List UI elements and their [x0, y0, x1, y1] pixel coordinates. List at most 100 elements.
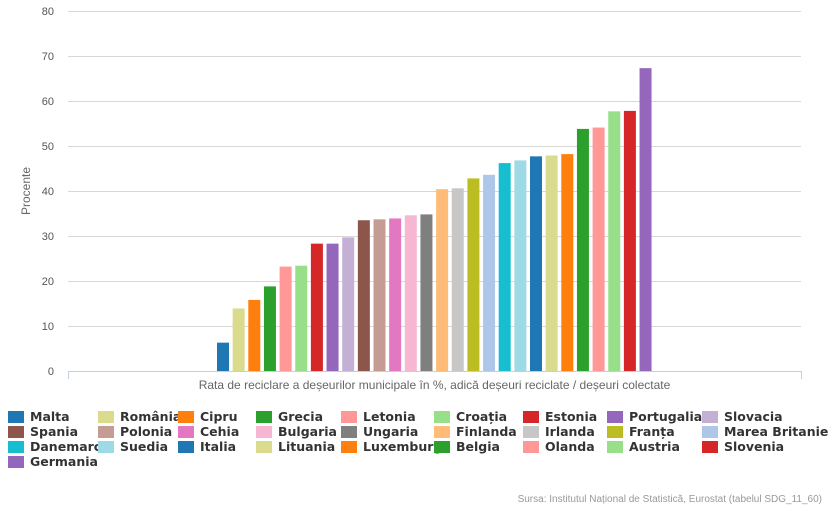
- bar-luxemburg[interactable]: [561, 154, 574, 371]
- legend-item-danemarca[interactable]: Danemarca: [8, 439, 110, 454]
- bar-slovacia[interactable]: [342, 237, 355, 371]
- legend-item-cehia[interactable]: Cehia: [178, 424, 256, 439]
- legend-item-polonia[interactable]: Polonia: [98, 424, 178, 439]
- legend-label: Lituania: [278, 439, 336, 454]
- legend-swatch: [607, 440, 623, 453]
- legend-label: Malta: [30, 409, 70, 424]
- legend-swatch: [341, 410, 357, 423]
- chart-area: 0 10 20 30 40 50 60 70 80 Procente Rata de recic…: [19, 6, 802, 392]
- legend-swatch: [523, 410, 539, 423]
- bar-românia[interactable]: [232, 308, 245, 371]
- bar-belgia[interactable]: [576, 128, 589, 371]
- legend-swatch: [178, 425, 194, 438]
- legend-item-finlanda[interactable]: Finlanda: [434, 424, 523, 439]
- legend-label: Grecia: [278, 409, 324, 424]
- legend-item-malta[interactable]: Malta: [8, 409, 98, 424]
- legend: Malta România Cipru Grecia Letonia Croația Est…: [8, 409, 828, 469]
- legend-swatch: [256, 440, 272, 453]
- legend-item-slovenia[interactable]: Slovenia: [702, 439, 792, 454]
- legend-label: Marea Britanie: [724, 424, 829, 439]
- legend-item-suedia[interactable]: Suedia: [98, 439, 178, 454]
- bar-marea-britanie[interactable]: [483, 174, 496, 371]
- legend-swatch: [702, 440, 718, 453]
- legend-item-estonia[interactable]: Estonia: [523, 409, 607, 424]
- legend-label: Finlanda: [456, 424, 517, 439]
- legend-swatch: [341, 440, 357, 453]
- legend-item-croația[interactable]: Croația: [434, 409, 523, 424]
- legend-item-franța[interactable]: Franța: [607, 424, 702, 439]
- legend-label: Cehia: [200, 424, 240, 439]
- bars: [217, 68, 652, 372]
- legend-swatch: [434, 410, 450, 423]
- bar-lituania[interactable]: [545, 155, 558, 371]
- bar-portugalia[interactable]: [326, 243, 339, 371]
- bar-chart: 0 10 20 30 40 50 60 70 80 Procente Rata de recic…: [19, 6, 802, 392]
- legend-label: Olanda: [545, 439, 595, 454]
- legend-item-austria[interactable]: Austria: [607, 439, 702, 454]
- bar-malta[interactable]: [217, 342, 229, 371]
- legend-item-bulgaria[interactable]: Bulgaria: [256, 424, 341, 439]
- legend-label: Spania: [30, 424, 79, 439]
- legend-item-belgia[interactable]: Belgia: [434, 439, 523, 454]
- legend-label: Austria: [629, 439, 680, 454]
- legend-swatch: [8, 410, 24, 423]
- legend-swatch: [523, 425, 539, 438]
- y-tick-label: 80: [42, 6, 54, 18]
- y-tick-label: 70: [42, 51, 54, 63]
- bar-grecia[interactable]: [263, 286, 276, 371]
- bar-franța[interactable]: [467, 178, 480, 371]
- legend-item-românia[interactable]: România: [98, 409, 182, 424]
- source-note: Sursa: Institutul Național de Statistică…: [517, 494, 822, 505]
- legend-item-ungaria[interactable]: Ungaria: [341, 424, 434, 439]
- bar-danemarca[interactable]: [498, 163, 511, 371]
- legend-item-portugalia[interactable]: Portugalia: [607, 409, 702, 424]
- legend-label: Letonia: [363, 409, 416, 424]
- legend-item-cipru[interactable]: Cipru: [178, 409, 256, 424]
- legend-label: Danemarca: [30, 439, 110, 454]
- legend-item-slovacia[interactable]: Slovacia: [702, 409, 792, 424]
- legend-swatch: [8, 440, 24, 453]
- legend-label: Italia: [200, 439, 237, 454]
- legend-label: Belgia: [456, 439, 500, 454]
- legend-label: România: [120, 409, 182, 424]
- bar-polonia[interactable]: [373, 219, 386, 371]
- y-tick-label: 0: [48, 366, 54, 378]
- legend-item-italia[interactable]: Italia: [178, 439, 256, 454]
- legend-swatch: [98, 410, 114, 423]
- bar-croația[interactable]: [295, 265, 308, 371]
- legend-item-marea-britanie[interactable]: Marea Britanie: [702, 424, 828, 439]
- legend-label: Polonia: [120, 424, 173, 439]
- bar-olanda[interactable]: [592, 127, 605, 371]
- legend-item-grecia[interactable]: Grecia: [256, 409, 341, 424]
- bar-suedia[interactable]: [514, 160, 527, 371]
- bar-cipru[interactable]: [248, 299, 261, 371]
- legend-item-luxemburg[interactable]: Luxemburg: [341, 439, 442, 454]
- bar-finlanda[interactable]: [436, 189, 449, 371]
- bar-italia[interactable]: [530, 156, 542, 371]
- bar-austria[interactable]: [608, 111, 621, 371]
- bar-germania[interactable]: [639, 68, 652, 372]
- legend-label: Estonia: [545, 409, 598, 424]
- legend-item-lituania[interactable]: Lituania: [256, 439, 341, 454]
- bar-cehia[interactable]: [389, 218, 402, 371]
- bar-estonia[interactable]: [310, 243, 323, 371]
- legend-label: Cipru: [200, 409, 238, 424]
- bar-spania[interactable]: [357, 220, 370, 371]
- legend-swatch: [607, 410, 623, 423]
- legend-item-olanda[interactable]: Olanda: [523, 439, 607, 454]
- bar-slovenia[interactable]: [623, 110, 636, 372]
- legend-swatch: [607, 425, 623, 438]
- legend-item-letonia[interactable]: Letonia: [341, 409, 434, 424]
- gridlines: [68, 11, 801, 372]
- legend-item-spania[interactable]: Spania: [8, 424, 98, 439]
- legend-swatch: [178, 410, 194, 423]
- bar-letonia[interactable]: [279, 266, 292, 371]
- y-tick-label: 40: [42, 186, 54, 198]
- bar-irlanda[interactable]: [451, 188, 464, 371]
- legend-label: Irlanda: [545, 424, 595, 439]
- axes: 0 10 20 30 40 50 60 70 80: [42, 6, 802, 379]
- bar-bulgaria[interactable]: [404, 215, 417, 371]
- legend-item-irlanda[interactable]: Irlanda: [523, 424, 607, 439]
- legend-item-germania[interactable]: Germania: [8, 454, 98, 469]
- bar-ungaria[interactable]: [420, 214, 433, 371]
